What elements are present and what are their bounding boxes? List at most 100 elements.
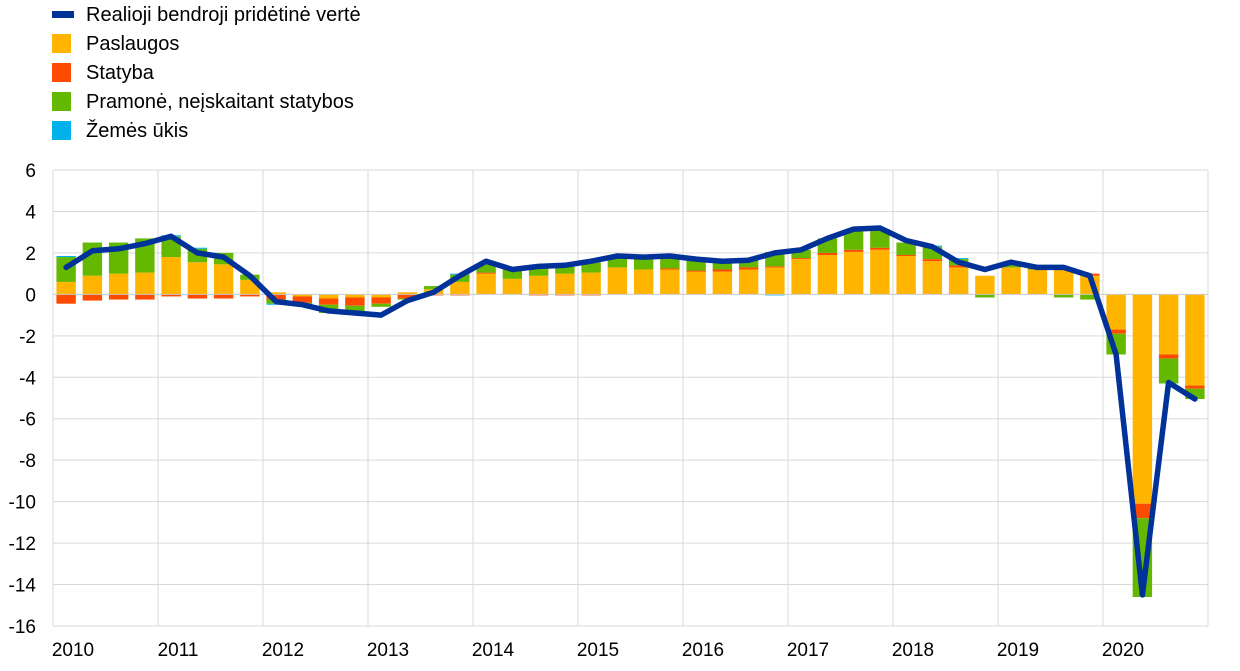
bar-segment: [975, 275, 995, 295]
y-tick-label: 2: [25, 244, 36, 265]
legend-swatch: [52, 121, 71, 140]
bar-segment: [817, 252, 838, 255]
bar-segment: [502, 278, 523, 295]
legend-label: Žemės ūkis: [86, 119, 189, 142]
y-tick-label: 6: [25, 161, 36, 182]
bar-segment: [1158, 294, 1179, 355]
bar-segment: [555, 273, 575, 295]
bar-segment: [450, 281, 470, 295]
bar-segment: [686, 271, 706, 295]
bar-segment: [266, 294, 286, 300]
bar-segment: [318, 298, 339, 305]
bar-segment: [371, 297, 391, 304]
y-tick-label: -16: [9, 617, 36, 638]
bar-segment: [765, 266, 785, 268]
y-tick-label: -4: [19, 368, 36, 389]
bar-segment: [345, 294, 365, 298]
x-axis-labels: 2010 2011 2012 2013 2014 2015 2016 2017 2018 2019…: [52, 640, 1144, 661]
bar-segment: [397, 292, 418, 295]
x-tick-label: 2015: [577, 640, 619, 661]
bar-segment: [397, 294, 418, 299]
legend-item: Realioji bendroji pridėtinė vertė: [52, 0, 361, 29]
bar-segment: [1027, 269, 1048, 295]
bar-segment: [187, 294, 208, 299]
bar-segment: [1185, 294, 1205, 386]
bar-segment: [371, 294, 391, 298]
bar-segment: [56, 256, 76, 258]
bar-segment: [135, 294, 155, 300]
y-tick-label: -6: [19, 410, 36, 431]
bar-segment: [371, 303, 391, 307]
gva-line: [63, 225, 1198, 598]
bar-segment: [108, 294, 129, 300]
bar-segment: [896, 256, 916, 295]
x-tick-label: 2016: [682, 640, 724, 661]
bar-segment: [581, 272, 601, 295]
bar-segment: [555, 264, 575, 274]
legend-swatch: [52, 63, 71, 82]
bars: [56, 229, 1205, 597]
y-tick-label: -12: [9, 534, 36, 555]
bar-segment: [423, 286, 444, 290]
bar-segment: [948, 267, 969, 295]
legend-swatch: [52, 34, 71, 53]
bar-segment: [686, 270, 706, 272]
bar-segment: [135, 272, 155, 295]
x-tick-label: 2012: [262, 640, 304, 661]
legend-label: Pramonė, neįskaitant statybos: [86, 90, 354, 113]
bar-segment: [108, 273, 129, 295]
legend-item: Pramonė, neįskaitant statybos: [52, 87, 361, 116]
bar-segment: [1132, 294, 1153, 504]
y-tick-label: -14: [9, 576, 37, 597]
y-tick-label: 0: [25, 285, 36, 306]
bar-segment: [948, 265, 969, 268]
y-tick-label: -10: [9, 493, 36, 514]
bar-segment: [791, 249, 811, 259]
bar-segment: [82, 275, 103, 295]
bar-segment: [82, 294, 103, 301]
bar-segment: [213, 294, 234, 299]
y-tick-label: 4: [25, 202, 36, 223]
bar-segment: [187, 262, 208, 295]
bar-segment: [607, 256, 628, 268]
bar-segment: [896, 254, 916, 257]
legend-label: Realioji bendroji pridėtinė vertė: [86, 3, 361, 26]
bar-segment: [1001, 263, 1021, 268]
line-layer: [63, 225, 1198, 598]
bar-segment: [476, 264, 496, 273]
bar-segment: [712, 259, 733, 270]
legend-label: Paslaugos: [86, 32, 180, 55]
chart-legend: Realioji bendroji pridėtinė vertė Paslaug…: [52, 0, 361, 145]
bar-segment: [528, 275, 549, 295]
bar-segment: [922, 259, 943, 262]
bar-segment: [161, 257, 181, 295]
bar-segment: [686, 260, 706, 271]
bar-segment: [82, 242, 103, 276]
bar-segment: [502, 269, 523, 279]
bar-segment: [633, 257, 654, 270]
x-tick-label: 2014: [472, 640, 515, 661]
x-tick-label: 2013: [367, 640, 409, 661]
bar-segment: [1106, 329, 1126, 334]
bar-segment: [528, 294, 549, 296]
bar-segment: [765, 267, 785, 295]
bar-segment: [318, 294, 339, 299]
y-tick-label: -2: [19, 327, 36, 348]
bar-segment: [292, 296, 313, 303]
bar-segment: [56, 281, 76, 295]
bar-segment: [187, 247, 208, 249]
bar-segment: [843, 251, 864, 295]
bar-segment: [660, 269, 680, 295]
bar-segment: [1053, 294, 1074, 298]
x-tick-label: 2011: [158, 640, 199, 661]
bar-segment: [1185, 385, 1205, 389]
bar-segment: [1158, 358, 1179, 384]
bar-segment: [607, 267, 628, 295]
bar-segment: [1132, 503, 1153, 519]
legend-item: Žemės ūkis: [52, 116, 361, 145]
legend-swatch: [52, 11, 74, 18]
bar-segment: [581, 262, 601, 273]
x-tick-label: 2020: [1102, 640, 1144, 661]
bar-segment: [292, 294, 313, 297]
